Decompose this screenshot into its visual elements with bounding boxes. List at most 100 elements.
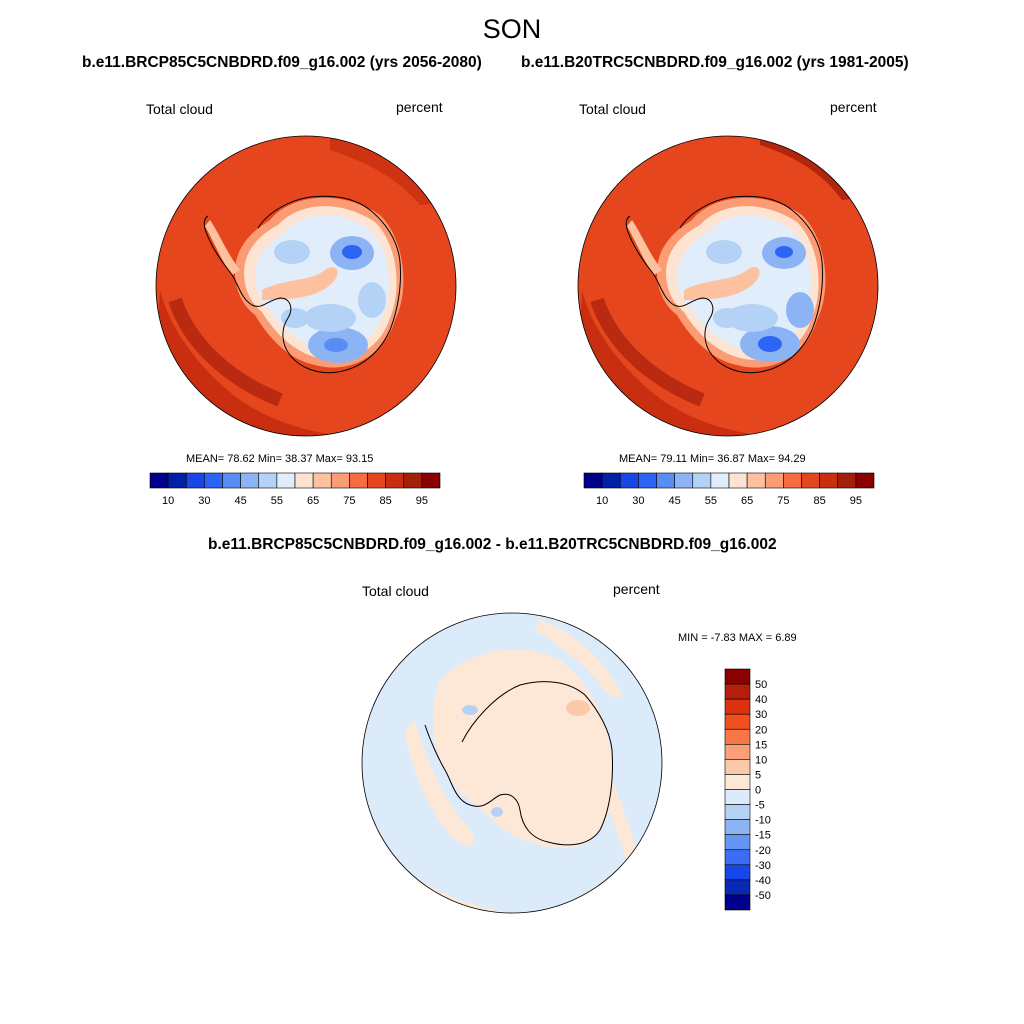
colorbar-tick-label: 15 bbox=[755, 739, 767, 751]
case-a-variable-label: Total cloud bbox=[146, 101, 213, 117]
colorbar-swatch bbox=[619, 472, 639, 489]
difference-stats: MIN = -7.83 MAX = 6.89 bbox=[678, 632, 797, 644]
colorbar-swatch bbox=[724, 759, 751, 775]
colorbar-swatch bbox=[330, 472, 350, 489]
colorbar-tick-label: -30 bbox=[755, 860, 771, 872]
colorbar-tick-label: -40 bbox=[755, 875, 771, 887]
colorbar-swatch bbox=[724, 864, 751, 881]
case-b-units-label: percent bbox=[830, 99, 877, 115]
colorbar-tick-label: 75 bbox=[777, 495, 789, 507]
colorbar-swatch bbox=[638, 472, 657, 489]
colorbar-swatch bbox=[746, 472, 766, 489]
colorbar-swatch bbox=[724, 834, 751, 851]
colorbar-tick-label: -5 bbox=[755, 800, 765, 812]
colorbar-swatch bbox=[276, 472, 296, 489]
difference-variable-label: Total cloud bbox=[362, 583, 429, 599]
case-b-variable-label: Total cloud bbox=[579, 101, 646, 117]
positive-difference-region bbox=[432, 649, 613, 849]
colorbar-swatch bbox=[692, 472, 712, 489]
colorbar-swatch bbox=[240, 472, 260, 489]
colorbar-tick-label: 85 bbox=[380, 495, 392, 507]
colorbar-tick-label: 30 bbox=[755, 709, 767, 721]
case-b-stats: MEAN= 79.11 Min= 36.87 Max= 94.29 bbox=[619, 453, 806, 465]
colorbar-tick-label: 65 bbox=[741, 495, 753, 507]
colorbar-swatch bbox=[801, 472, 820, 489]
colorbar-swatch bbox=[819, 472, 839, 489]
colorbar-swatch bbox=[764, 472, 784, 489]
colorbar-swatch bbox=[724, 804, 751, 820]
case-b-colorbar: 10 30 45 55 65 75 85 95 bbox=[583, 472, 875, 507]
colorbar-swatch bbox=[728, 472, 748, 489]
case-a-title: b.e11.BRCP85C5CNBDRD.f09_g16.002 (yrs 20… bbox=[82, 54, 482, 71]
colorbar-tick-label: 95 bbox=[416, 495, 428, 507]
case-a-stats: MEAN= 78.62 Min= 38.37 Max= 93.15 bbox=[186, 453, 374, 465]
colorbar-tick-label: -15 bbox=[755, 830, 771, 842]
difference-title: b.e11.BRCP85C5CNBDRD.f09_g16.002 - b.e11… bbox=[208, 536, 777, 553]
colorbar-swatch bbox=[385, 472, 405, 489]
difference-map bbox=[361, 612, 663, 914]
colorbar-swatch bbox=[855, 472, 875, 489]
colorbar-swatch bbox=[724, 789, 751, 805]
colorbar-swatch bbox=[724, 849, 751, 866]
case-a-map bbox=[155, 135, 457, 437]
colorbar-tick-label: 50 bbox=[755, 679, 767, 691]
colorbar-swatch bbox=[656, 472, 675, 489]
colorbar-tick-label: 45 bbox=[235, 495, 247, 507]
colorbar-swatch bbox=[724, 713, 751, 730]
colorbar-swatch bbox=[403, 472, 423, 489]
colorbar-swatch bbox=[167, 472, 187, 489]
map-border bbox=[155, 135, 457, 437]
colorbar-swatch bbox=[294, 472, 314, 489]
colorbar-swatch bbox=[222, 472, 241, 489]
map-border bbox=[577, 135, 879, 437]
colorbar-tick-label: 10 bbox=[596, 495, 608, 507]
colorbar-swatch bbox=[710, 472, 730, 489]
colorbar-swatch bbox=[258, 472, 278, 489]
colorbar-tick-label: 75 bbox=[343, 495, 355, 507]
colorbar-swatch bbox=[724, 894, 751, 911]
colorbar-tick-label: 30 bbox=[632, 495, 644, 507]
colorbar-tick-label: 55 bbox=[271, 495, 283, 507]
colorbar-swatch bbox=[674, 472, 694, 489]
colorbar-swatch bbox=[724, 683, 751, 700]
colorbar-swatch bbox=[724, 744, 751, 760]
colorbar-swatch bbox=[837, 472, 857, 489]
antarctica-coastline bbox=[203, 195, 401, 374]
case-b-map bbox=[577, 135, 879, 437]
case-b-title: b.e11.B20TRC5CNBDRD.f09_g16.002 (yrs 198… bbox=[521, 54, 909, 71]
colorbar-swatch bbox=[783, 472, 802, 489]
colorbar-tick-label: 55 bbox=[705, 495, 717, 507]
antarctica-coastline bbox=[424, 681, 613, 846]
colorbar-swatch bbox=[601, 472, 621, 489]
colorbar-swatch bbox=[312, 472, 332, 489]
colorbar-tick-label: 95 bbox=[850, 495, 862, 507]
colorbar-tick-label: 40 bbox=[755, 694, 767, 706]
case-a-colorbar: 10 30 45 55 65 75 85 95 bbox=[149, 472, 441, 507]
colorbar-tick-label: 10 bbox=[755, 754, 767, 766]
colorbar-swatch bbox=[149, 472, 169, 489]
colorbar-tick-label: 0 bbox=[755, 785, 761, 797]
colorbar-swatch bbox=[724, 774, 751, 790]
colorbar-swatch bbox=[204, 472, 223, 489]
colorbar-swatch bbox=[724, 668, 751, 685]
colorbar-tick-label: 65 bbox=[307, 495, 319, 507]
map-border bbox=[361, 612, 663, 914]
colorbar-tick-label: -10 bbox=[755, 815, 771, 827]
colorbar-tick-label: -50 bbox=[755, 890, 771, 902]
colorbar-swatch bbox=[724, 819, 751, 835]
colorbar-tick-label: 20 bbox=[755, 724, 767, 736]
colorbar-swatch bbox=[724, 698, 751, 715]
colorbar-tick-label: -20 bbox=[755, 845, 771, 857]
colorbar-swatch bbox=[583, 472, 603, 489]
colorbar-swatch bbox=[421, 472, 441, 489]
difference-units-label: percent bbox=[613, 581, 660, 597]
figure-title: SON bbox=[482, 14, 542, 44]
colorbar-swatch bbox=[367, 472, 386, 489]
colorbar-tick-label: 5 bbox=[755, 769, 761, 781]
colorbar-tick-label: 30 bbox=[198, 495, 210, 507]
colorbar-swatch bbox=[349, 472, 368, 489]
colorbar-tick-label: 85 bbox=[814, 495, 826, 507]
colorbar-tick-label: 10 bbox=[162, 495, 174, 507]
